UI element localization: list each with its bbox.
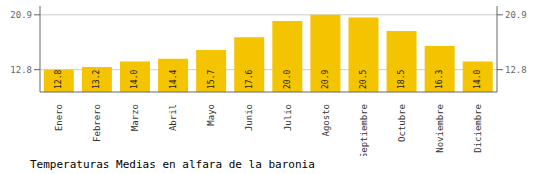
svg-text:15.7: 15.7 [207, 70, 216, 89]
svg-text:12.8: 12.8 [54, 70, 63, 89]
svg-text:20.9: 20.9 [321, 70, 330, 89]
svg-text:12.8: 12.8 [10, 65, 32, 75]
svg-text:20.9: 20.9 [505, 10, 527, 20]
svg-text:14.0: 14.0 [473, 70, 482, 89]
svg-text:20.9: 20.9 [10, 10, 32, 20]
svg-text:Junio: Junio [244, 104, 254, 131]
svg-text:20.0: 20.0 [283, 70, 292, 89]
svg-text:Agosto: Agosto [321, 104, 331, 137]
svg-text:20.5: 20.5 [359, 70, 368, 89]
svg-text:Julio: Julio [283, 104, 293, 131]
svg-text:Septiembre: Septiembre [359, 104, 369, 156]
svg-text:Enero: Enero [54, 104, 64, 131]
html-text:Temperaturas Medias en alfara: Temperaturas Medias en alfara de la baro… [30, 158, 315, 171]
svg-text:18.5: 18.5 [397, 70, 406, 89]
svg-text:14.4: 14.4 [169, 70, 178, 89]
svg-text:Abril: Abril [168, 104, 178, 131]
svg-text:Octubre: Octubre [397, 104, 407, 142]
svg-text:16.3: 16.3 [435, 70, 444, 89]
svg-text:Mayo: Mayo [206, 104, 216, 126]
svg-text:Marzo: Marzo [130, 104, 140, 131]
svg-text:14.0: 14.0 [130, 70, 139, 89]
svg-text:17.6: 17.6 [245, 70, 254, 89]
svg-text:Noviembre: Noviembre [435, 104, 445, 153]
svg-text:Diciembre: Diciembre [473, 104, 483, 153]
svg-text:12.8: 12.8 [505, 65, 527, 75]
svg-text:Febrero: Febrero [92, 104, 102, 142]
svg-text:13.2: 13.2 [92, 70, 101, 89]
